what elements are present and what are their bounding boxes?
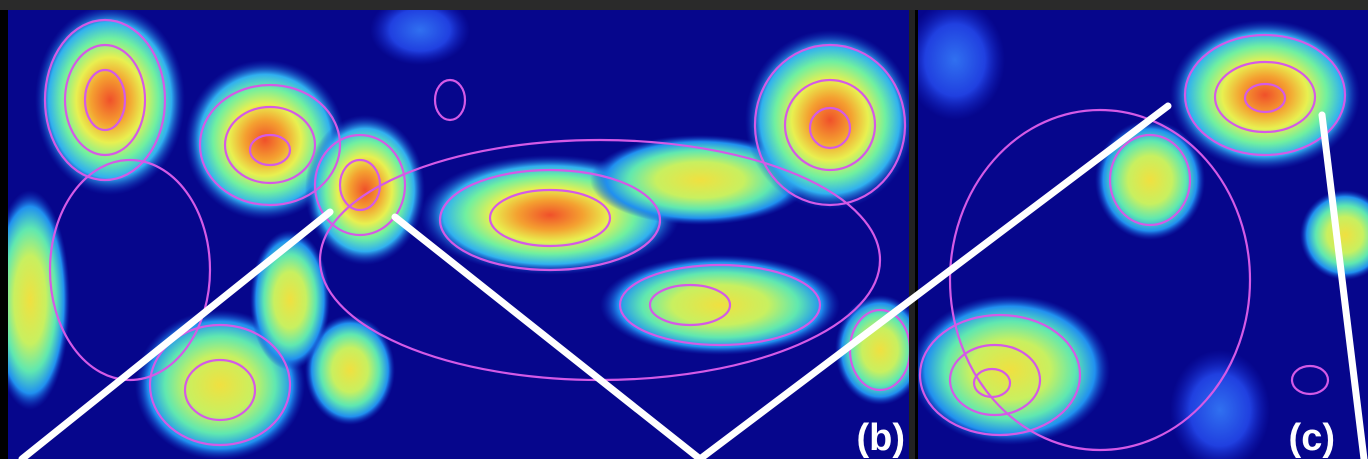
top-strip	[0, 0, 1368, 10]
page: (b) (c) (() => { const data = JSON.parse…	[0, 0, 1368, 459]
figure: (b) (c)	[0, 0, 1368, 459]
panel-label: (b)	[856, 417, 905, 459]
panel-label: (c)	[1289, 417, 1335, 459]
